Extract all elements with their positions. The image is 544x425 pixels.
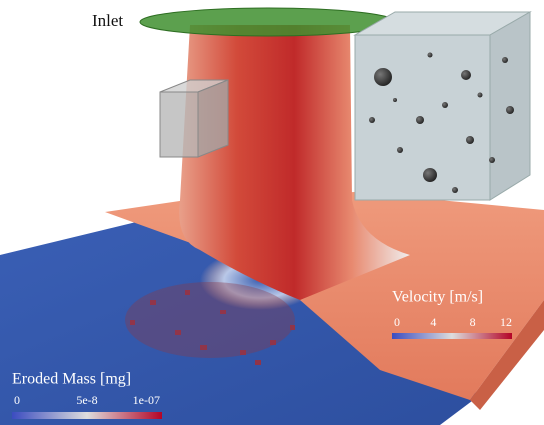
colorbar-tick-label: 12 bbox=[500, 315, 512, 329]
page: Inlet Velocity [m/s] 0 4 8 12 Eroded Mass [… bbox=[0, 0, 544, 425]
inset-cube bbox=[355, 12, 530, 200]
colorbar-tick-label: 0 bbox=[14, 393, 20, 407]
colorbar-tick-label: 5e-8 bbox=[76, 393, 97, 407]
velocity-colorbar bbox=[392, 333, 512, 339]
velocity-title: Velocity [m/s] bbox=[392, 289, 483, 306]
inlet-disk bbox=[140, 8, 396, 36]
colorbar-tick-label: 4 bbox=[430, 315, 436, 329]
inlet-label: Inlet bbox=[92, 11, 123, 30]
colorbar-tick-label: 1e-07 bbox=[133, 393, 160, 407]
eroded-mass-title: Eroded Mass [mg] bbox=[12, 371, 131, 388]
scene: Inlet Velocity [m/s] 0 4 8 12 Eroded Mass [… bbox=[0, 0, 544, 425]
colorbar-tick-label: 0 bbox=[394, 315, 400, 329]
eroded-mass-colorbar bbox=[12, 412, 162, 419]
sample-box bbox=[160, 80, 228, 157]
colorbar-tick-label: 8 bbox=[470, 315, 476, 329]
